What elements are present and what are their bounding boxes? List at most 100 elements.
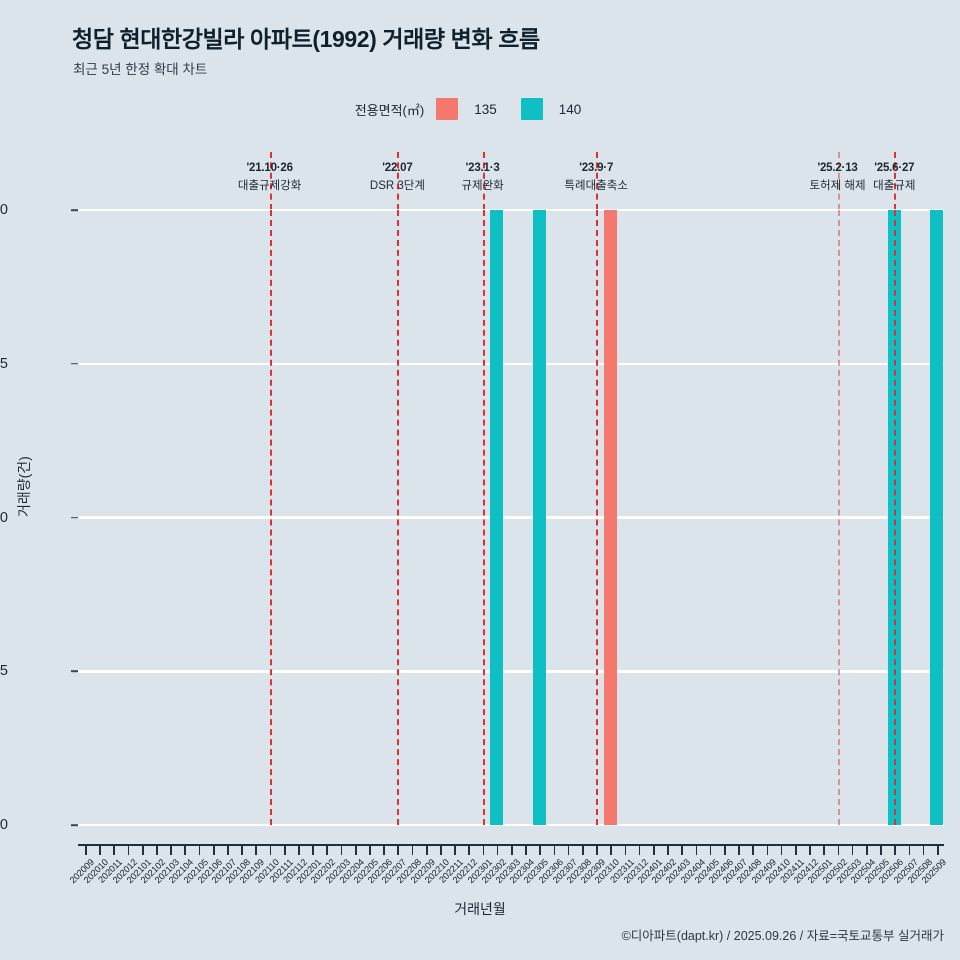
annotation-text-1: DSR 3단계 [369, 179, 425, 192]
y-tick-label: 0.50 [0, 509, 8, 526]
x-tick-mark [511, 844, 513, 855]
x-tick-mark [241, 844, 243, 855]
x-tick-mark [156, 844, 158, 855]
legend-title: 전용면적(㎡) [354, 102, 425, 118]
legend-item-135[interactable]: 135 [436, 98, 521, 120]
event-line-ext-0 [269, 152, 272, 210]
annotation-3: '23.9·7 특례대출축소 [564, 160, 627, 196]
y-tick-label: 0.25 [0, 663, 8, 680]
x-tick-mark [312, 844, 314, 855]
x-tick-mark [496, 844, 499, 855]
x-tick-mark [922, 844, 925, 855]
x-tick-mark [652, 844, 655, 855]
event-line-0 [269, 210, 272, 825]
x-tick-mark [752, 844, 755, 855]
event-line-1 [397, 210, 400, 825]
bar-140-202302[interactable] [490, 210, 504, 825]
bar-140-202509[interactable] [930, 210, 944, 825]
x-tick-mark [227, 844, 229, 855]
bar-135-202310[interactable] [603, 210, 617, 825]
x-tick-mark [766, 844, 769, 855]
annotation-4: '25.2·13 토허제 해제 [809, 160, 865, 196]
x-tick-mark [624, 844, 627, 855]
bar-140-202305[interactable] [532, 210, 546, 825]
annotation-date-3: '23.9·7 [579, 162, 614, 174]
legend-item-140[interactable]: 140 [520, 98, 606, 120]
x-tick-mark [894, 844, 896, 855]
footer-credit: ©디아파트(dapt.kr) / 2025.09.26 / 자료=국토교통부 실… [621, 929, 944, 943]
x-tick-mark [369, 844, 371, 855]
x-tick-mark [326, 844, 329, 855]
event-line-2 [482, 210, 485, 825]
x-tick-mark [141, 844, 144, 855]
x-tick-mark [936, 844, 939, 855]
x-tick-mark [454, 844, 456, 855]
chart-legend: 전용면적(㎡) 135 140 [0, 98, 960, 120]
x-tick-mark [567, 844, 570, 855]
annotation-date-1: '22.07 [382, 162, 413, 174]
x-tick-mark [482, 844, 485, 855]
x-tick-mark [596, 844, 598, 855]
legend-label-140: 140 [558, 101, 582, 117]
x-tick-mark [411, 844, 414, 855]
annotation-text-5: 대출규제 [873, 179, 916, 192]
x-tick-mark [269, 844, 272, 855]
x-tick-mark [85, 844, 87, 855]
gridline [78, 823, 944, 827]
x-tick-mark [738, 844, 740, 855]
x-tick-mark [255, 844, 258, 855]
legend-swatch-135 [436, 98, 459, 120]
x-tick-mark [113, 844, 116, 855]
x-tick-mark [383, 844, 385, 855]
x-tick-mark [298, 844, 300, 855]
annotation-text-2: 규제완화 [461, 179, 504, 192]
x-tick-mark [837, 844, 840, 855]
x-tick-mark [440, 844, 442, 855]
x-tick-mark [553, 844, 556, 855]
chart-subtitle: 최근 5년 한정 확대 차트 [73, 62, 208, 77]
x-tick-mark [780, 844, 783, 855]
event-line-ext-3 [596, 152, 599, 210]
x-tick-mark [794, 844, 797, 855]
annotation-0: '21.10·26 대출규제강화 [238, 160, 301, 196]
event-line-5 [894, 210, 897, 825]
x-tick-mark [525, 844, 527, 855]
event-line-4 [837, 210, 840, 825]
y-tick-label: 1.00 [0, 202, 8, 218]
event-line-3 [596, 210, 599, 825]
annotation-text-4: 토허제 해제 [809, 179, 866, 192]
y-tick-mark [71, 824, 78, 826]
x-tick-mark [908, 844, 911, 855]
x-tick-mark [170, 844, 172, 855]
x-tick-mark [723, 844, 726, 855]
annotation-date-4: '25.2·13 [817, 162, 858, 174]
x-tick-mark [99, 844, 101, 855]
x-tick-mark [851, 844, 854, 855]
annotation-text-0: 대출규제강화 [237, 179, 302, 192]
x-tick-mark [184, 844, 187, 855]
annotation-text-3: 특례대출축소 [564, 179, 628, 192]
annotation-1: '22.07 DSR 3단계 [370, 160, 425, 196]
y-tick-label: 0.00 [0, 817, 8, 833]
y-tick-mark [71, 362, 78, 365]
x-tick-mark [809, 844, 811, 855]
y-tick-mark [71, 670, 78, 673]
x-tick-mark [212, 844, 215, 855]
gridline [78, 362, 944, 365]
gridline [78, 516, 944, 519]
y-tick-label: 0.75 [0, 355, 8, 372]
event-line-ext-5 [894, 152, 897, 210]
x-tick-mark [468, 844, 471, 855]
plot-area [78, 208, 944, 827]
event-line-ext-1 [397, 152, 400, 210]
x-tick-mark [823, 844, 825, 855]
y-tick-mark [71, 209, 78, 211]
x-tick-mark [283, 844, 286, 855]
x-tick-mark [397, 844, 400, 855]
annotation-5: '25.6·27 대출규제 [873, 160, 915, 196]
annotation-date-2: '23.1·3 [465, 162, 500, 174]
x-tick-mark [610, 844, 613, 855]
annotation-date-0: '21.10·26 [246, 162, 293, 174]
chart-title: 청담 현대한강빌라 아파트(1992) 거래량 변화 흐름 [72, 26, 540, 52]
x-tick-mark [709, 844, 712, 855]
